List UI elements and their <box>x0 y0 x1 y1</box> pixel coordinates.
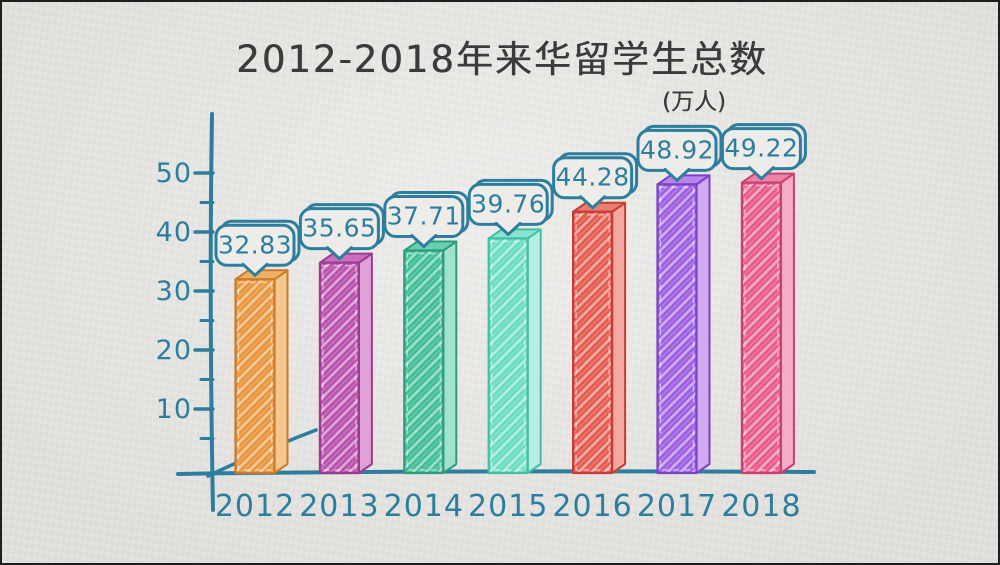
bubble-tail-right <box>675 167 691 182</box>
bubble-tail-fill <box>412 234 435 247</box>
bubble-tail-right <box>422 234 438 249</box>
bar-sketch-outline <box>491 240 526 471</box>
value-label-2018: 49.22 <box>724 134 798 163</box>
value-bubble-2013: 35.65 <box>298 203 385 261</box>
bubble-tail-fill <box>497 222 520 235</box>
bar-side-face <box>442 240 458 474</box>
value-label-2013: 35.65 <box>302 214 376 243</box>
bar-sketch-outline <box>659 186 695 471</box>
bar-2017 <box>656 174 711 475</box>
bubble-tail-right <box>337 246 353 261</box>
bar-2013 <box>318 252 373 475</box>
y-axis-label-10: 10 <box>156 394 192 425</box>
bar-2014 <box>403 240 458 475</box>
unit-label: (万人) <box>662 89 726 115</box>
bar-2018 <box>740 172 795 475</box>
bubble-tail-right <box>759 166 775 181</box>
x-axis-label-2015: 2015 <box>468 489 548 524</box>
x-axis-label-2016: 2016 <box>552 489 632 524</box>
y-axis-label-30: 30 <box>156 276 192 307</box>
value-bubble-2015: 39.76 <box>467 178 554 236</box>
bar-front-face <box>740 181 783 475</box>
bar-side-face <box>357 252 373 474</box>
x-axis-label-2018: 2018 <box>721 489 801 524</box>
value-bubble-2016: 44.28 <box>552 152 639 210</box>
value-bubble-2018: 49.22 <box>720 123 807 181</box>
bubble-tail-fill <box>666 168 688 181</box>
x-axis-label-2014: 2014 <box>384 489 464 524</box>
bubble-tail-left <box>579 195 595 210</box>
bar-side-face <box>695 174 711 474</box>
bar-front-face <box>234 278 276 475</box>
bubble-tail-fill <box>328 246 351 259</box>
bar-side-face <box>779 172 795 474</box>
bar-front-face <box>318 261 360 475</box>
bubble-tail-right <box>253 262 269 277</box>
bar-sketch-outline <box>322 264 357 471</box>
bar-front-face <box>571 210 614 475</box>
bar-2015 <box>487 228 542 475</box>
y-axis-label-40: 40 <box>156 217 192 248</box>
bar-front-face <box>656 183 698 475</box>
value-label-2014: 37.71 <box>387 202 461 231</box>
x-axis-label-2017: 2017 <box>637 489 717 524</box>
bubble-tail-right <box>506 221 522 236</box>
bubble-tail-left <box>241 262 257 277</box>
bar-front-face <box>403 249 445 475</box>
bar-2012 <box>234 269 289 475</box>
value-label-2015: 39.76 <box>471 189 545 218</box>
y-axis-label-20: 20 <box>156 335 192 366</box>
value-bubble-2017: 48.92 <box>636 124 723 182</box>
bubble-tail-left <box>410 234 426 249</box>
bubble-tail-fill <box>750 166 773 179</box>
bubble-tail-left <box>747 166 763 181</box>
x-axis-label-2013: 2013 <box>299 489 379 524</box>
value-bubble-2012: 32.83 <box>214 219 301 277</box>
bar-2016 <box>571 201 627 475</box>
bubble-tail-left <box>325 246 341 261</box>
y-axis-line <box>208 112 215 512</box>
bubble-tail-left <box>663 167 679 182</box>
bar-sketch-outline <box>406 252 441 471</box>
bubble-tail-fill <box>244 263 266 276</box>
bar-sketch-outline <box>744 184 779 471</box>
bubble-tail-left <box>494 221 510 236</box>
bubble-tail-fill <box>581 195 604 208</box>
chart-title: 2012-2018年来华留学生总数 <box>236 38 768 81</box>
value-bubble-2014: 37.71 <box>383 191 470 249</box>
bar-side-face <box>611 201 627 474</box>
bar-sketch-outline <box>575 214 610 471</box>
x-axis-label-2012: 2012 <box>215 489 295 524</box>
y-axis-label-50: 50 <box>156 158 192 189</box>
bar-sketch-outline <box>237 281 273 471</box>
value-label-2017: 48.92 <box>640 135 714 164</box>
value-label-2016: 44.28 <box>556 163 630 192</box>
bar-side-face <box>273 269 289 474</box>
bar-front-face <box>487 237 529 475</box>
value-label-2012: 32.83 <box>218 230 292 259</box>
bar-side-face <box>526 228 542 474</box>
bubble-tail-right <box>591 195 607 210</box>
